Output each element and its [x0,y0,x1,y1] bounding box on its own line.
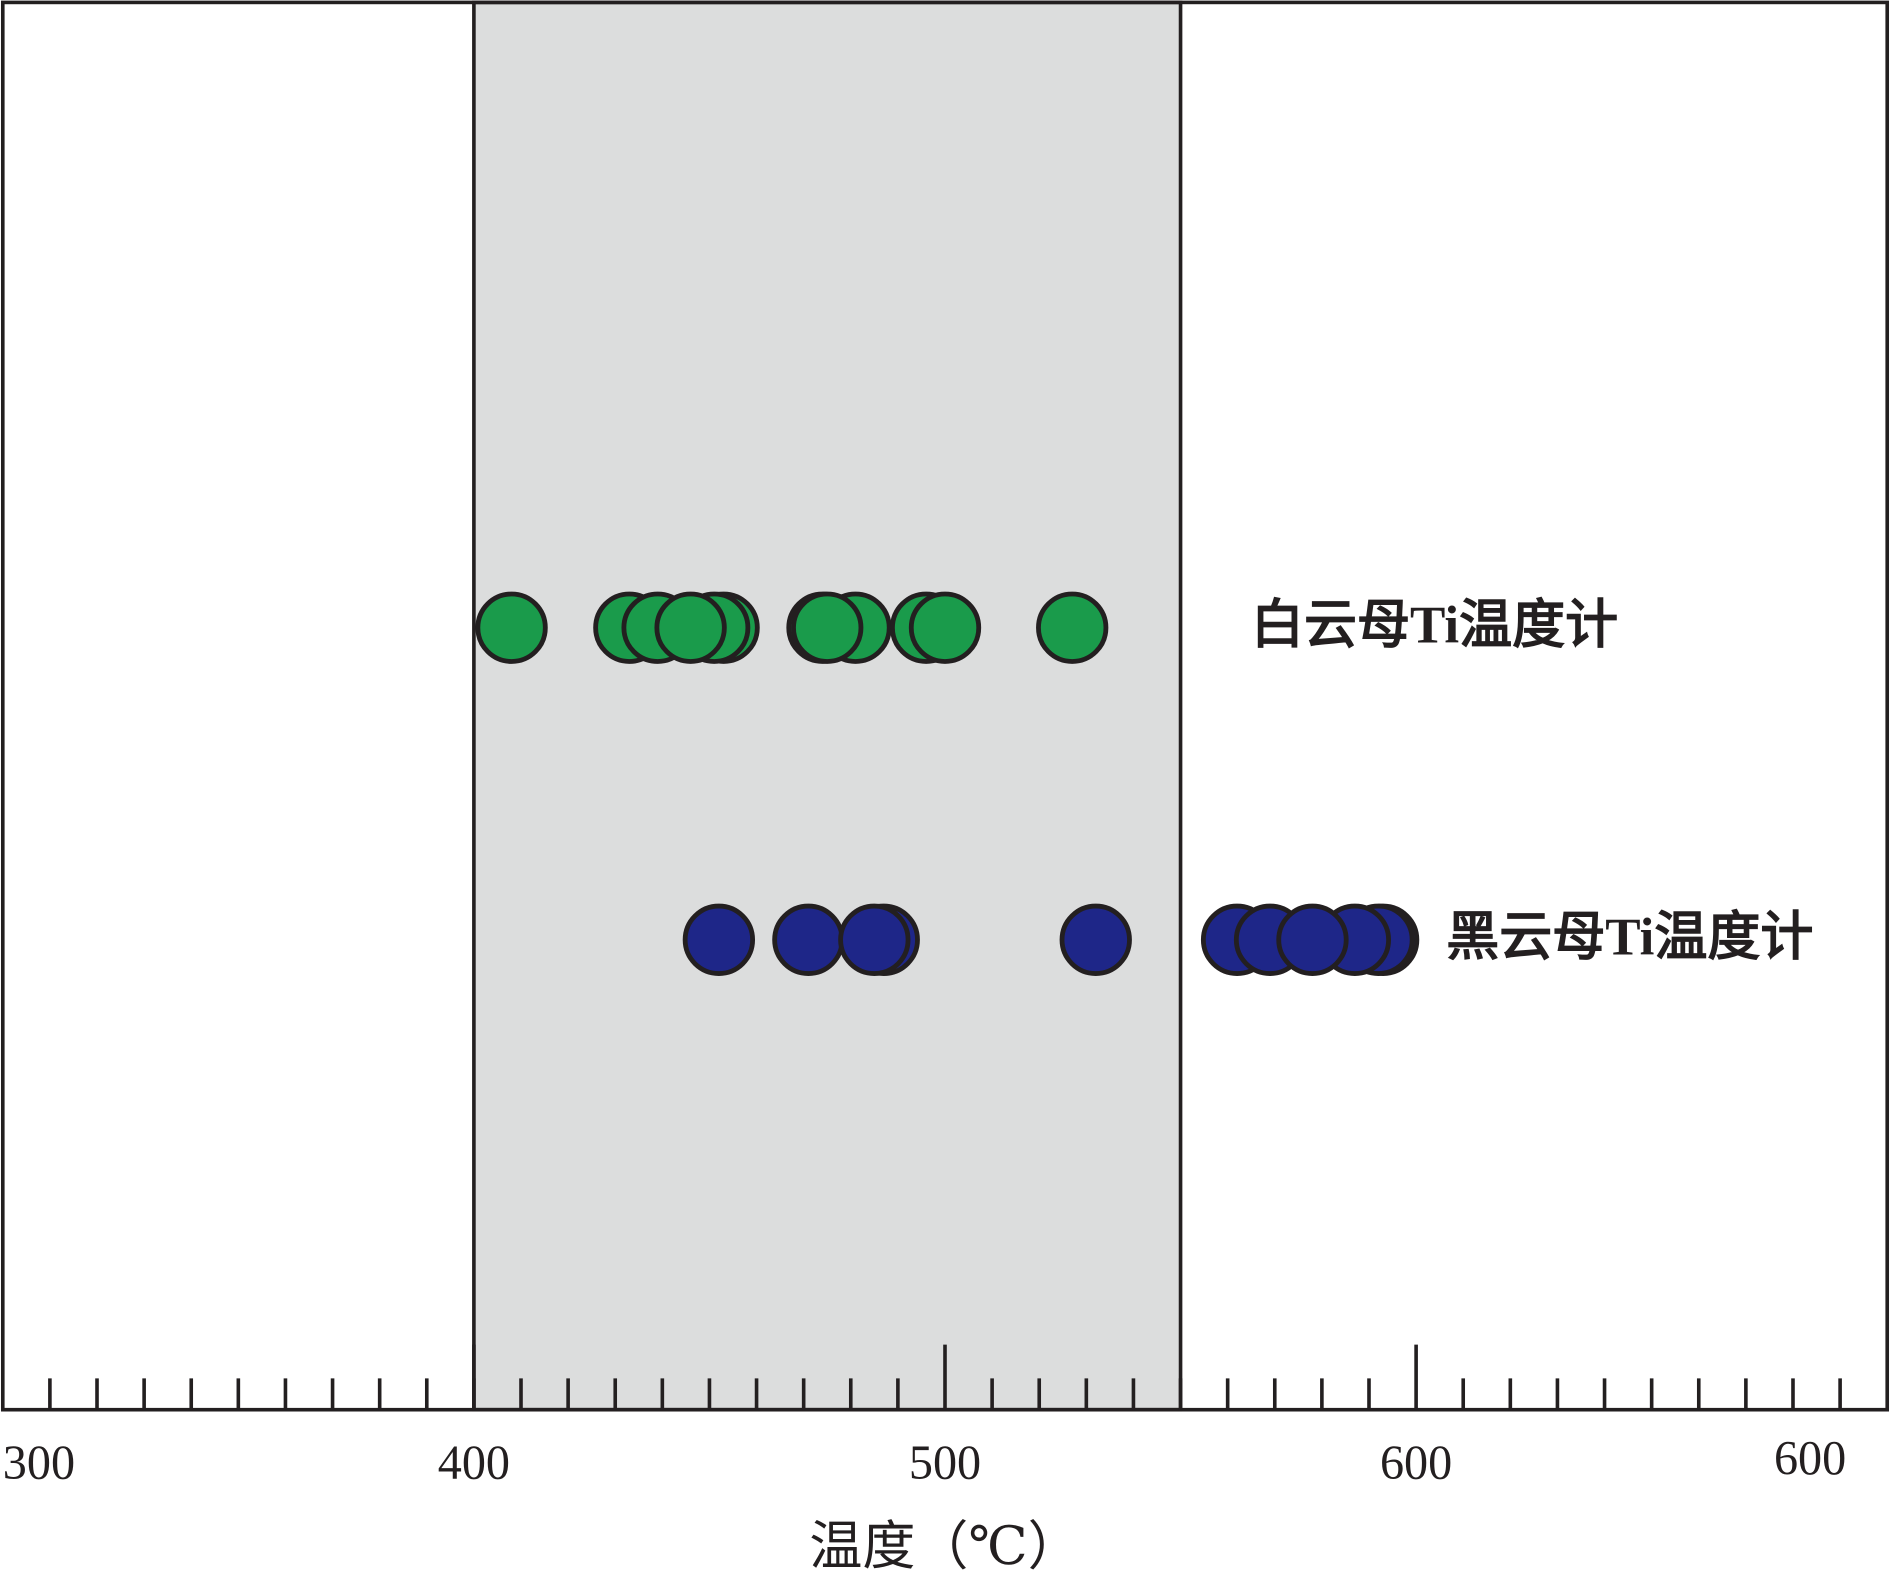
x-tick-label: 500 [909,1437,981,1490]
shaded-range [472,0,1183,1412]
x-axis-title: 温度（℃） [809,1518,1080,1576]
data-point [1059,903,1132,976]
data-point [682,903,756,976]
series-label: 白云母Ti温度计 [1251,595,1618,654]
x-tick-label: 400 [438,1437,510,1490]
data-point [654,591,727,664]
x-tick-label: 600 [1380,1437,1452,1490]
data-point [772,903,845,976]
x-tick-label: 600 [1774,1432,1846,1485]
data-point [1036,591,1109,664]
series-label: 黑云母Ti温度计 [1446,907,1813,966]
data-point [1276,903,1349,976]
data-point [838,903,911,976]
data-point [475,591,548,664]
x-tick-label: 300 [3,1437,75,1490]
data-point [908,591,982,664]
data-point [791,591,864,664]
